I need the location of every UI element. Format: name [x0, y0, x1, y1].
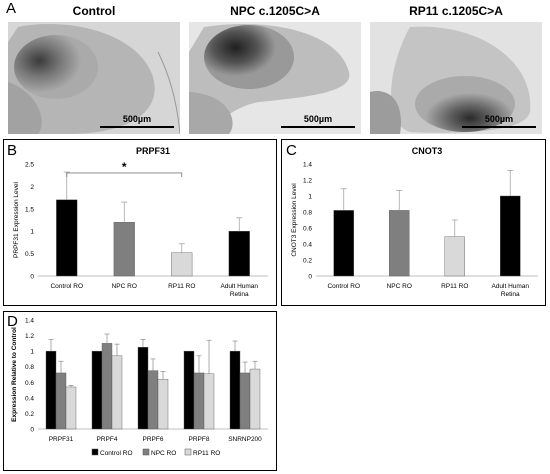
- y-tick-label: 2.5: [25, 162, 34, 169]
- legend-swatch-2: [184, 448, 192, 456]
- chart-panel-b: PRPF31 PRPF31 Expression Level 0 0.5 1 1.5 2 2.…: [3, 139, 277, 306]
- y-tick-label: 1.4: [25, 318, 34, 325]
- y-tick-label: 1.2: [25, 333, 34, 340]
- x-tick-label: PRPF31: [49, 436, 74, 443]
- bar-1-2: [111, 355, 123, 430]
- legend-label: RP11 RO: [193, 450, 220, 457]
- bar-2: [171, 252, 193, 277]
- bar-3-2: [203, 373, 215, 430]
- y-tick-label: 0: [30, 274, 34, 281]
- legend-label: Control RO: [100, 450, 133, 457]
- chart-panel-d: Expression Relative to Control 0 0.2 0.4 0.6…: [3, 311, 277, 471]
- y-tick-label: 1.2: [303, 178, 312, 185]
- y-tick-label: 1.5: [25, 206, 34, 213]
- y-tick-label: 0.8: [303, 210, 312, 217]
- bar-0: [56, 199, 78, 277]
- bar-4-0: [229, 350, 241, 430]
- y-tick-label: 1: [30, 349, 34, 356]
- y-tick-label: 0: [308, 274, 312, 281]
- y-tick-label: 0.4: [25, 395, 34, 402]
- bar-1-0: [91, 350, 103, 430]
- y-axis-label: Expression Relative to Control: [11, 327, 18, 422]
- y-axis-label: CNOT3 Expression Level: [291, 183, 298, 257]
- bar-3-0: [183, 350, 195, 430]
- bar-2: [444, 236, 465, 277]
- scalebar-label-control: 500µm: [122, 114, 152, 124]
- x-tick-label: RP11 RO: [168, 283, 195, 290]
- bar-3-1: [193, 372, 205, 430]
- x-tick-label: Control RO: [327, 283, 360, 290]
- x-tick-label: NPC RO: [387, 283, 412, 290]
- chart-title: PRPF31: [136, 146, 170, 156]
- y-tick-label: 0.6: [25, 380, 34, 387]
- bar-4-1: [239, 372, 251, 430]
- micro-title-rp11: RP11 c.1205C>A: [409, 4, 503, 18]
- scalebar-npc: [281, 126, 355, 128]
- x-tick-label: Adult Human: [491, 283, 529, 290]
- y-tick-label: 0.2: [303, 258, 312, 265]
- bar-0-1: [55, 372, 67, 430]
- scalebar-control: [100, 126, 174, 128]
- chart-d-svg: Expression Relative to Control 0 0.2 0.4 0.6…: [11, 318, 268, 457]
- x-tick-label: Retina: [230, 291, 249, 298]
- y-tick-label: 2: [30, 184, 34, 191]
- bar-1: [113, 222, 135, 277]
- panel-c-letter: C: [286, 142, 297, 159]
- y-tick-label: 0.8: [25, 364, 34, 371]
- micrograph-rp11: [370, 22, 542, 134]
- legend-swatch-0: [91, 448, 99, 456]
- y-tick-label: 0.6: [303, 226, 312, 233]
- bar-1: [389, 210, 410, 277]
- legend-swatch-1: [142, 448, 150, 456]
- chart-b-svg: PRPF31 PRPF31 Expression Level 0 0.5 1 1.5 2 2.…: [13, 146, 268, 298]
- bar-2-1: [147, 370, 159, 430]
- bar-2-2: [157, 378, 169, 430]
- x-tick-label: SNRNP200: [228, 436, 262, 443]
- x-tick-label: PRPF8: [189, 436, 210, 443]
- significance-star: *: [122, 160, 127, 174]
- y-tick-label: 1.4: [303, 162, 312, 169]
- micrograph-control: [8, 22, 180, 134]
- bar-0-0: [45, 350, 57, 430]
- bar-1-1: [101, 343, 113, 430]
- y-tick-label: 0: [30, 427, 34, 434]
- bar-2-0: [137, 347, 149, 430]
- chart-panel-c: CNOT3 CNOT3 Expression Level 0 0.2 0.4 0.6 0.8…: [281, 139, 546, 306]
- x-tick-label: Adult Human: [220, 283, 258, 290]
- bar-3: [500, 195, 521, 277]
- bar-3: [228, 230, 250, 277]
- y-tick-label: 0.5: [25, 251, 34, 258]
- x-tick-label: RP11 RO: [441, 283, 468, 290]
- y-axis-label: PRPF31 Expression Level: [13, 182, 20, 258]
- x-tick-label: PRPF4: [97, 436, 118, 443]
- chart-title: CNOT3: [412, 146, 443, 156]
- bar-0: [333, 210, 354, 277]
- x-tick-label: Retina: [501, 291, 520, 298]
- x-tick-label: Control RO: [50, 283, 83, 290]
- legend-label: NPC RO: [151, 450, 176, 457]
- bar-0-2: [65, 386, 77, 430]
- scalebar-rp11: [462, 126, 536, 128]
- y-tick-label: 0.2: [25, 411, 34, 418]
- scalebar-label-npc: 500µm: [303, 114, 333, 124]
- y-tick-label: 0.4: [303, 242, 312, 249]
- scalebar-label-rp11: 500µm: [484, 114, 514, 124]
- chart-c-svg: CNOT3 CNOT3 Expression Level 0 0.2 0.4 0.6 0.8…: [291, 146, 538, 298]
- panel-b-letter: B: [7, 142, 18, 159]
- bar-4-2: [249, 368, 261, 430]
- panel-d-letter: D: [7, 313, 18, 330]
- micrograph-npc: [189, 22, 361, 134]
- y-tick-label: 1: [308, 194, 312, 201]
- x-tick-label: NPC RO: [112, 283, 137, 290]
- micro-title-control: Control: [72, 4, 116, 18]
- significance-bracket: [66, 172, 183, 177]
- micro-title-npc: NPC c.1205C>A: [230, 4, 320, 18]
- panel-a-letter: A: [6, 0, 17, 17]
- x-tick-label: PRPF6: [143, 436, 164, 443]
- y-tick-label: 1: [30, 229, 34, 236]
